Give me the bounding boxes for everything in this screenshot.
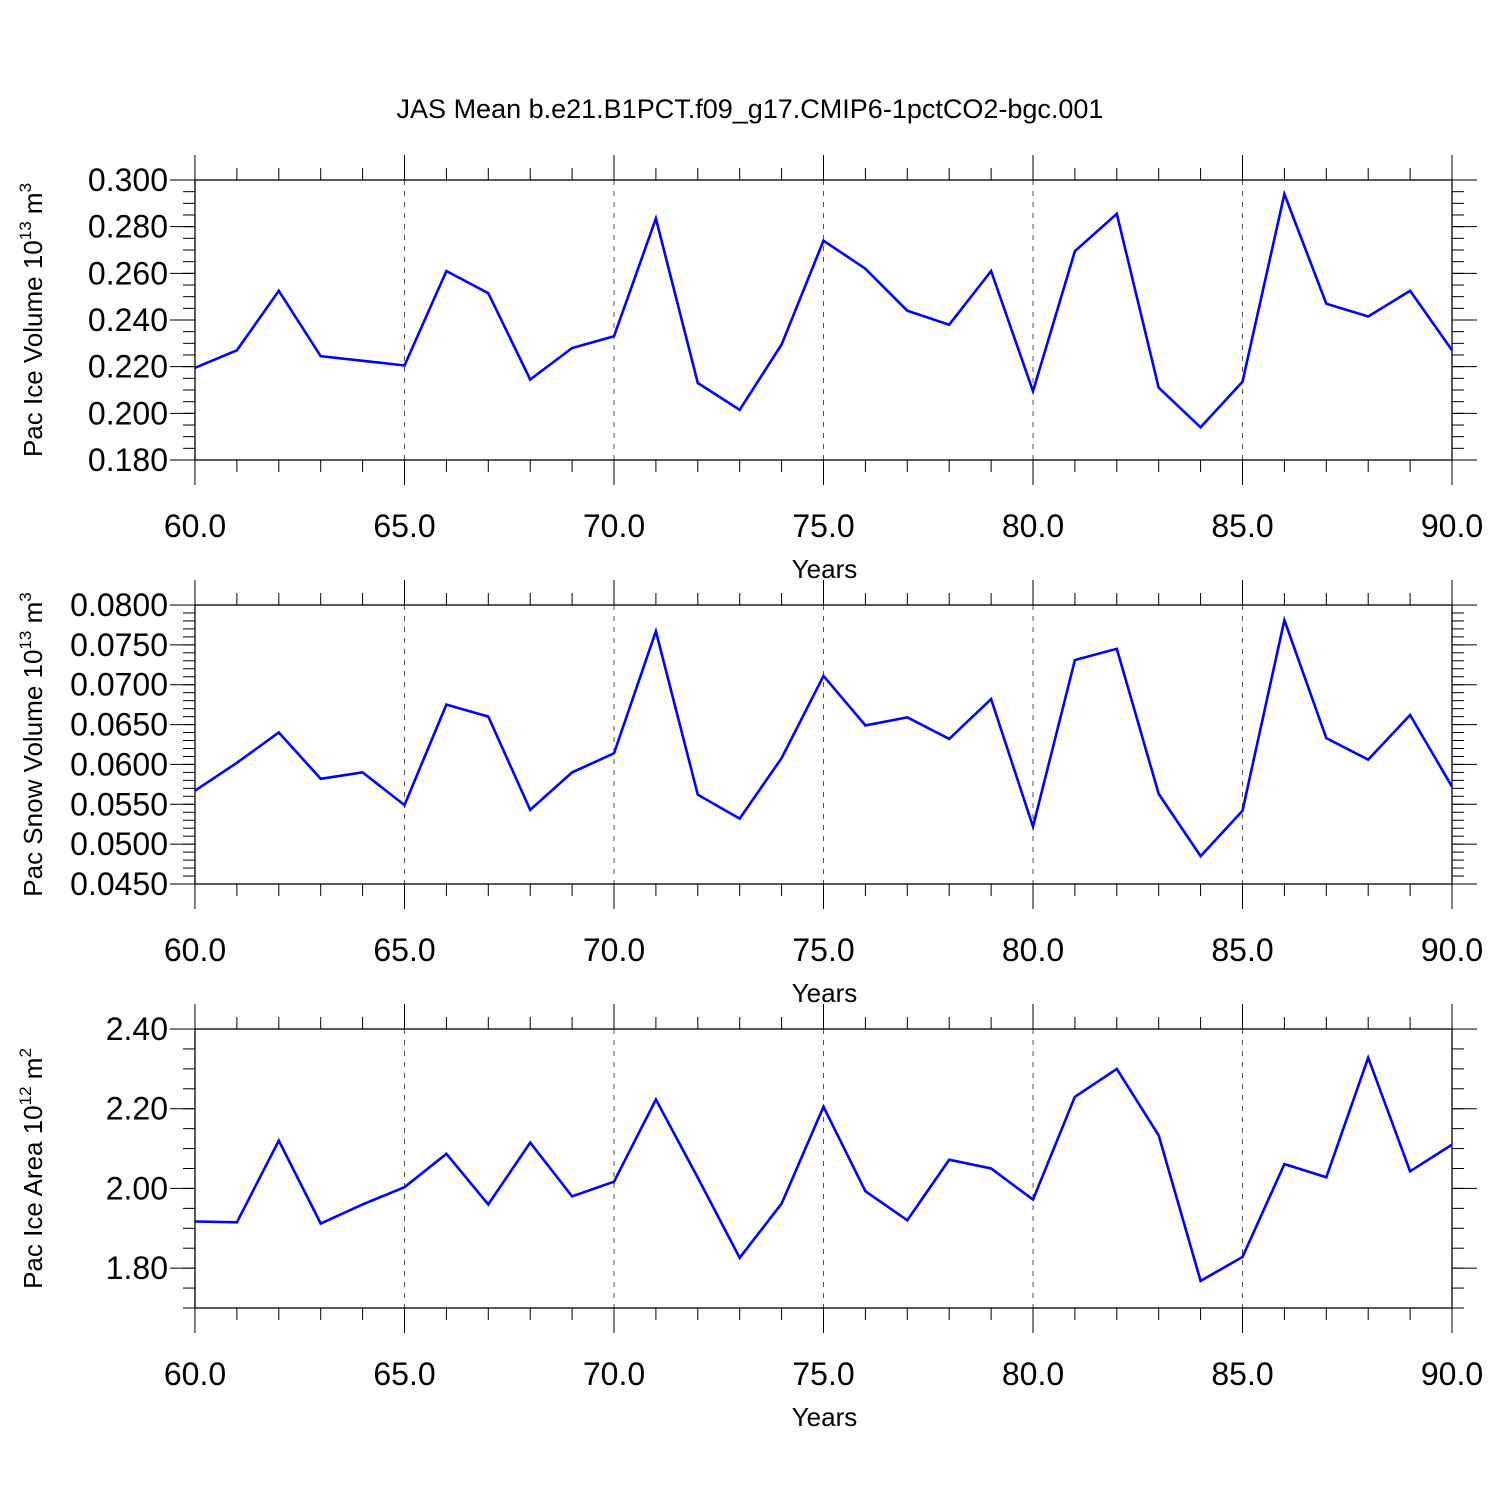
x-tick-label: 60.0 bbox=[164, 1356, 226, 1392]
y-tick-label: 1.80 bbox=[106, 1250, 168, 1286]
x-axis-title: Years bbox=[792, 554, 858, 584]
y-axis-title-unit-exponent: 3 bbox=[16, 183, 35, 192]
y-axis-title-unit-exponent: 3 bbox=[16, 592, 35, 601]
x-tick-label: 70.0 bbox=[583, 932, 645, 968]
x-tick-label: 60.0 bbox=[164, 508, 226, 544]
x-tick-label: 70.0 bbox=[583, 508, 645, 544]
x-tick-label: 70.0 bbox=[583, 1356, 645, 1392]
series-line bbox=[194, 615, 1454, 859]
series-line bbox=[194, 189, 1454, 430]
plot-frame bbox=[194, 1028, 1453, 1309]
y-axis-title-unit: m bbox=[18, 1058, 48, 1087]
x-axis-title: Years bbox=[792, 978, 858, 1008]
x-tick-label: 90.0 bbox=[1421, 1356, 1483, 1392]
y-tick-label: 0.200 bbox=[88, 395, 168, 431]
panels: 0.180 0.200 0.220 0.240 0.260 0.280 0.300 60.0 6… bbox=[16, 155, 1483, 1432]
y-tick-label: 0.0700 bbox=[70, 667, 168, 703]
chart-panel-1: 0.180 0.200 0.220 0.240 0.260 0.280 0.300 60.0 6… bbox=[16, 155, 1483, 584]
y-axis-title-unit: m bbox=[18, 602, 48, 631]
x-tick-label: 90.0 bbox=[1421, 508, 1483, 544]
x-tick-label: 85.0 bbox=[1211, 932, 1273, 968]
y-axis-title: Pac Snow Volume 1013 m3 bbox=[16, 592, 48, 896]
y-axis-title: Pac Ice Area 1012 m2 bbox=[16, 1048, 48, 1289]
x-tick-label: 65.0 bbox=[373, 508, 435, 544]
figure-title: JAS Mean b.e21.B1PCT.f09_g17.CMIP6-1pctC… bbox=[397, 94, 1104, 124]
y-tick-label: 0.280 bbox=[88, 209, 168, 245]
y-tick-label: 0.300 bbox=[88, 162, 168, 198]
x-tick-label: 85.0 bbox=[1211, 1356, 1273, 1392]
y-tick-label: 0.0500 bbox=[70, 826, 168, 862]
y-axis-title-unit-exponent: 2 bbox=[16, 1048, 35, 1057]
y-tick-label: 0.0650 bbox=[70, 707, 168, 743]
y-axis-title-main: Pac Ice Area 10 bbox=[18, 1105, 48, 1289]
plot-frame bbox=[194, 604, 1453, 885]
y-tick-label: 2.40 bbox=[106, 1011, 168, 1047]
y-axis-title-exponent: 13 bbox=[16, 631, 35, 650]
x-tick-label: 80.0 bbox=[1002, 1356, 1064, 1392]
x-tick-label: 80.0 bbox=[1002, 932, 1064, 968]
y-tick-label: 0.220 bbox=[88, 349, 168, 385]
y-tick-label: 0.0800 bbox=[70, 587, 168, 623]
x-tick-label: 60.0 bbox=[164, 932, 226, 968]
x-tick-label: 65.0 bbox=[373, 1356, 435, 1392]
x-axis-title: Years bbox=[792, 1402, 858, 1432]
x-tick-label: 80.0 bbox=[1002, 508, 1064, 544]
series-line bbox=[194, 1053, 1453, 1283]
y-axis-title-unit: m bbox=[18, 192, 48, 221]
x-tick-label: 75.0 bbox=[792, 1356, 854, 1392]
y-tick-label: 0.240 bbox=[88, 302, 168, 338]
y-tick-label: 0.0450 bbox=[70, 866, 168, 902]
y-tick-label: 2.20 bbox=[106, 1091, 168, 1127]
y-tick-label: 2.00 bbox=[106, 1170, 168, 1206]
y-axis-title-main: Pac Ice Volume 10 bbox=[18, 240, 48, 457]
y-tick-label: 0.0600 bbox=[70, 746, 168, 782]
y-axis-title-main: Pac Snow Volume 10 bbox=[18, 650, 48, 897]
x-tick-label: 65.0 bbox=[373, 932, 435, 968]
x-tick-label: 90.0 bbox=[1421, 932, 1483, 968]
y-axis-title: Pac Ice Volume 1013 m3 bbox=[16, 183, 48, 457]
x-tick-label: 75.0 bbox=[792, 508, 854, 544]
x-tick-label: 75.0 bbox=[792, 932, 854, 968]
y-tick-label: 0.260 bbox=[88, 255, 168, 291]
y-tick-label: 0.0550 bbox=[70, 786, 168, 822]
y-axis-title-exponent: 13 bbox=[16, 221, 35, 240]
plot-frame bbox=[194, 179, 1453, 461]
y-tick-label: 0.180 bbox=[88, 442, 168, 478]
y-tick-label: 0.0750 bbox=[70, 627, 168, 663]
y-axis-title-exponent: 12 bbox=[16, 1086, 35, 1105]
chart-panel-3: 1.80 2.00 2.20 2.40 60.0 65.0 70.0 75.0 80.0 85.0… bbox=[16, 1004, 1483, 1432]
x-tick-label: 85.0 bbox=[1211, 508, 1273, 544]
